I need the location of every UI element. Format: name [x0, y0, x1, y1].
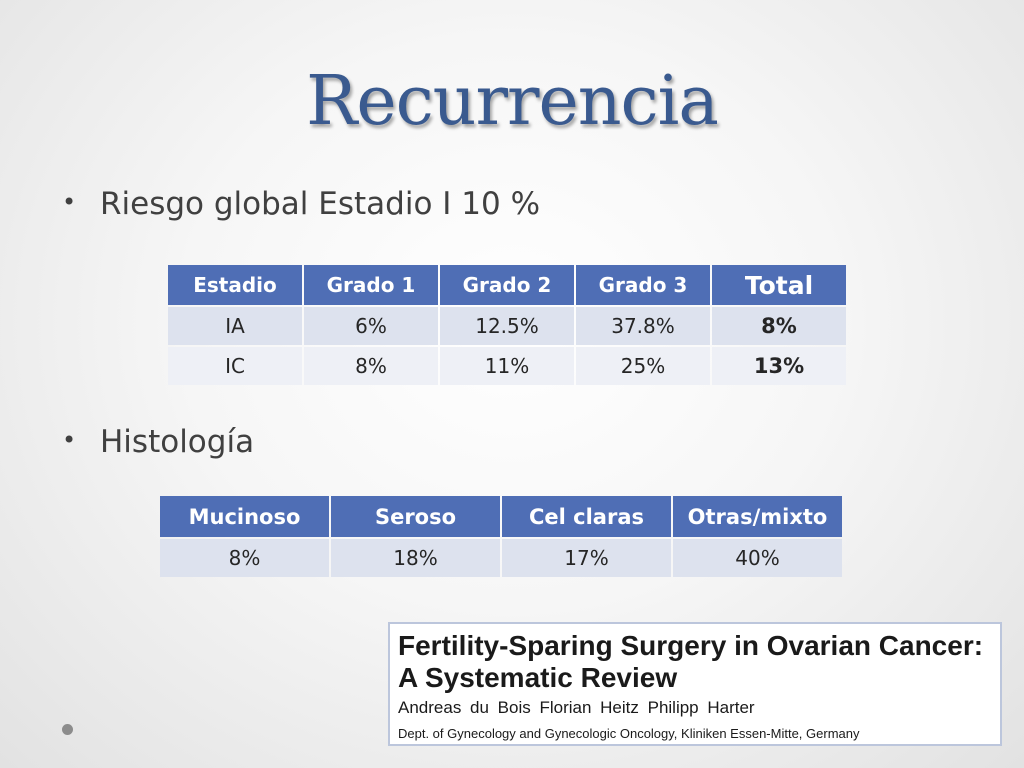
stage-recurrence-table: Estadio Grado 1 Grado 2 Grado 3 Total IA…: [166, 263, 848, 387]
bullet-text: Histología: [100, 424, 255, 460]
column-header: Cel claras: [502, 496, 671, 537]
bullet-dot-icon: [62, 724, 73, 735]
table-cell: 8%: [304, 347, 438, 385]
table-cell: 12.5%: [440, 307, 574, 345]
table-cell-total: 13%: [712, 347, 846, 385]
reference-title: Fertility-Sparing Surgery in Ovarian Can…: [398, 630, 983, 694]
slide-title: Recurrencia: [306, 62, 719, 141]
table-cell: IA: [168, 307, 302, 345]
bullet-dot-icon: •: [62, 426, 77, 454]
column-header: Estadio: [168, 265, 302, 305]
column-header: Otras/mixto: [673, 496, 842, 537]
bullet-global-risk: • Riesgo global Estadio I 10 %: [62, 186, 540, 222]
reference-citation: Fertility-Sparing Surgery in Ovarian Can…: [388, 622, 1002, 746]
bullet-histology: • Histología: [62, 424, 254, 460]
table-cell: 40%: [673, 539, 842, 577]
table-cell: 18%: [331, 539, 500, 577]
reference-title-line: A Systematic Review: [398, 662, 678, 693]
table-cell: 17%: [502, 539, 671, 577]
bullet-text: Riesgo global Estadio I 10 %: [100, 186, 541, 222]
reference-title-line: Fertility-Sparing Surgery in Ovarian Can…: [398, 630, 984, 661]
table-cell: IC: [168, 347, 302, 385]
table-cell: 8%: [160, 539, 329, 577]
column-header: Seroso: [331, 496, 500, 537]
histology-recurrence-table: Mucinoso Seroso Cel claras Otras/mixto 8…: [158, 494, 844, 579]
table-header-row: Estadio Grado 1 Grado 2 Grado 3 Total: [168, 265, 846, 305]
table-cell-total: 8%: [712, 307, 846, 345]
column-header: Grado 3: [576, 265, 710, 305]
column-header: Grado 1: [304, 265, 438, 305]
column-header-total: Total: [712, 265, 846, 305]
table-cell: 6%: [304, 307, 438, 345]
table-row: 8% 18% 17% 40%: [160, 539, 842, 577]
bullet-dot-icon: •: [62, 188, 77, 216]
table-cell: 11%: [440, 347, 574, 385]
table-cell: 37.8%: [576, 307, 710, 345]
table-row: IC 8% 11% 25% 13%: [168, 347, 846, 385]
column-header: Grado 2: [440, 265, 574, 305]
table-header-row: Mucinoso Seroso Cel claras Otras/mixto: [160, 496, 842, 537]
reference-authors: Andreas du Bois Florian Heitz Philipp Ha…: [398, 698, 755, 717]
reference-department: Dept. of Gynecology and Gynecologic Onco…: [398, 726, 860, 741]
column-header: Mucinoso: [160, 496, 329, 537]
table-row: IA 6% 12.5% 37.8% 8%: [168, 307, 846, 345]
table-cell: 25%: [576, 347, 710, 385]
